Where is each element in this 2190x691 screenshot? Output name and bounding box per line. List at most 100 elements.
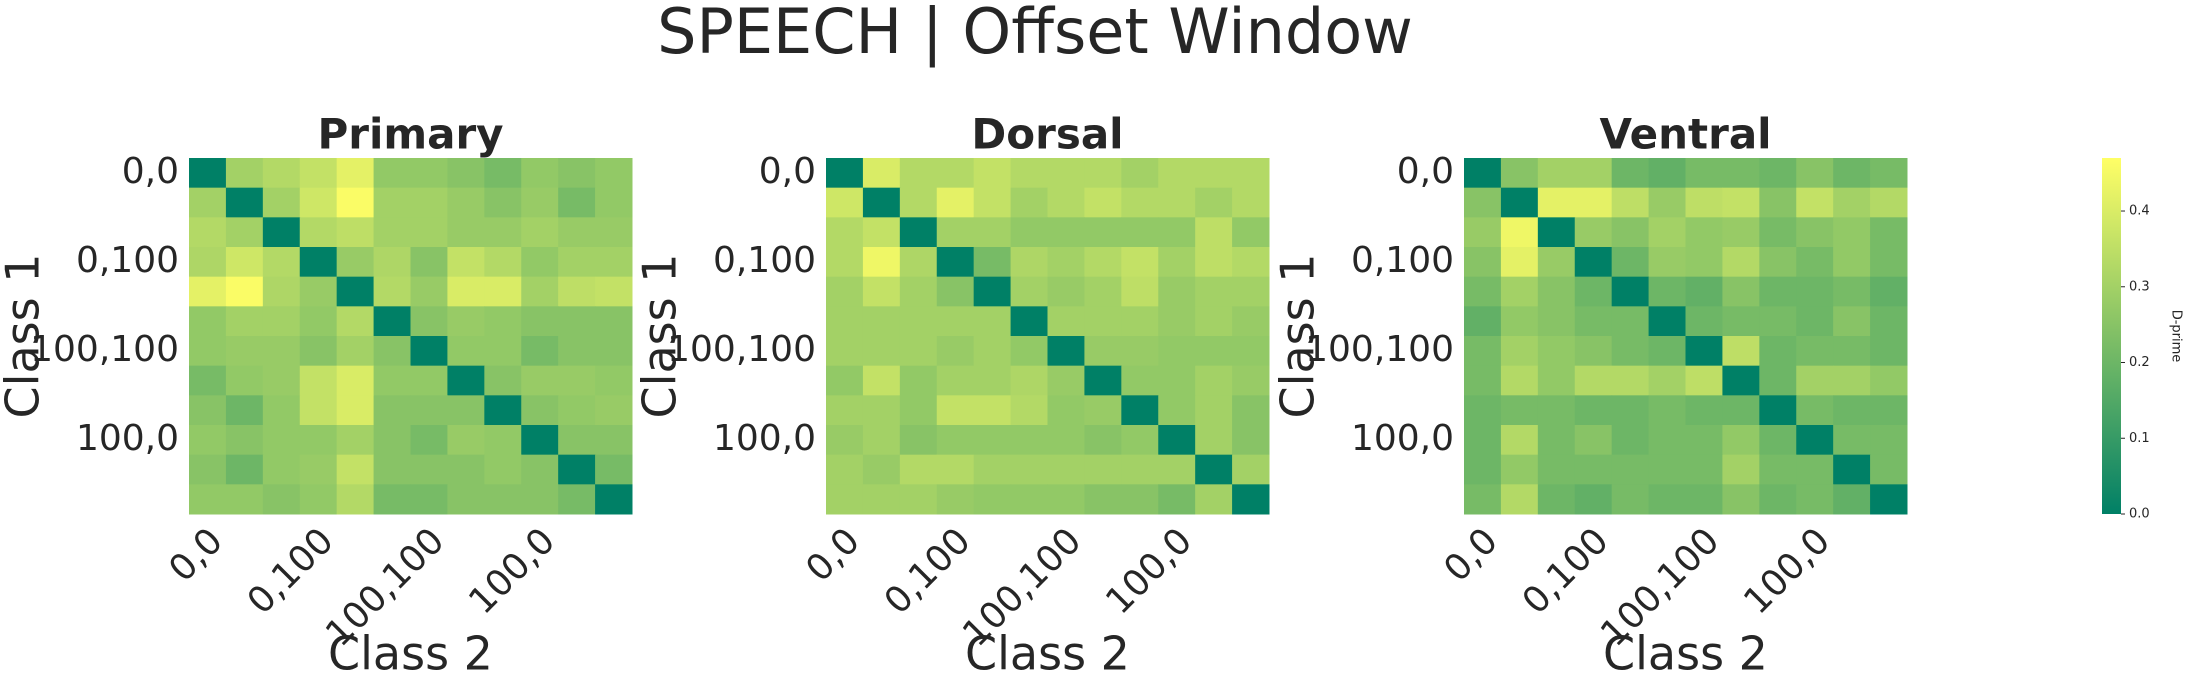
heatmap-cell — [1574, 276, 1613, 307]
heatmap-cell — [447, 395, 485, 426]
x-tick-label: 0,0 — [1436, 520, 1505, 589]
heatmap-cell — [1464, 217, 1502, 248]
heatmap-cell — [484, 484, 522, 515]
heatmap-cell — [521, 425, 559, 456]
heatmap-cell — [225, 276, 264, 307]
y-tick-label: 100,100 — [1305, 329, 1454, 370]
heatmap-cell — [826, 484, 864, 515]
heatmap-cell — [262, 336, 301, 367]
heatmap-cell — [1010, 276, 1048, 307]
heatmap-cell — [484, 395, 522, 426]
heatmap-cell — [973, 306, 1012, 337]
heatmap-cell — [1611, 276, 1650, 307]
heatmap-cell — [1158, 484, 1196, 515]
heatmap-cell — [1685, 187, 1723, 218]
heatmap-cell — [1722, 336, 1760, 367]
heatmap-cell — [1833, 158, 1871, 189]
heatmap-cell — [936, 425, 975, 456]
heatmap-cell — [1537, 247, 1576, 278]
heatmap-cell — [1158, 365, 1196, 396]
heatmap-cell — [558, 365, 596, 396]
heatmap-cell — [1574, 365, 1613, 396]
heatmap-cell — [1796, 365, 1834, 396]
heatmap-cell — [826, 336, 864, 367]
heatmap-cell — [336, 336, 375, 367]
heatmap-cell — [225, 395, 264, 426]
heatmap-cell — [447, 247, 485, 278]
colorbar — [2102, 158, 2121, 514]
heatmap-cell — [862, 217, 901, 248]
heatmap-cell — [1870, 306, 1908, 337]
heatmap-cell — [1537, 484, 1576, 515]
heatmap-cell — [1232, 365, 1270, 396]
heatmap-cell — [521, 158, 559, 189]
heatmap-cell — [1464, 425, 1502, 456]
heatmap-cell — [826, 217, 864, 248]
heatmap-cell — [558, 306, 596, 337]
heatmap-cell — [1685, 336, 1723, 367]
heatmap-cell — [521, 395, 559, 426]
heatmap-cell — [973, 187, 1012, 218]
heatmap-cell — [1870, 247, 1908, 278]
heatmap-cell — [973, 247, 1012, 278]
heatmap-cell — [936, 247, 975, 278]
heatmap-cell — [558, 158, 596, 189]
heatmap-cell — [299, 484, 338, 515]
heatmap-cell — [1084, 158, 1122, 189]
heatmap-cell — [1195, 247, 1233, 278]
heatmap-cell — [1759, 247, 1797, 278]
heatmap-cell — [299, 454, 338, 485]
heatmap-cell — [1796, 336, 1834, 367]
heatmap-cell — [1464, 158, 1502, 189]
heatmap-cell — [1870, 158, 1908, 189]
heatmap-cell — [1500, 336, 1539, 367]
heatmap-cell — [447, 276, 485, 307]
heatmap-cell — [595, 484, 633, 515]
heatmap-cell — [189, 158, 227, 189]
heatmap-cell — [225, 484, 264, 515]
heatmap-cell — [189, 454, 227, 485]
heatmap-cell — [1833, 306, 1871, 337]
heatmap-cell — [1759, 187, 1797, 218]
heatmap-cell — [1722, 395, 1760, 426]
heatmap-cell — [1833, 395, 1871, 426]
heatmap-cell — [973, 484, 1012, 515]
heatmap-cell — [1759, 454, 1797, 485]
y-axis-label: Class 1 — [0, 254, 50, 419]
heatmap-cell — [899, 276, 938, 307]
heatmap-cell — [973, 454, 1012, 485]
heatmap-cell — [1158, 395, 1196, 426]
heatmap-cell — [225, 425, 264, 456]
heatmap-cell — [1611, 365, 1650, 396]
heatmap-cell — [1010, 306, 1048, 337]
heatmap-cell — [1464, 395, 1502, 426]
y-tick-label: 100,0 — [1351, 418, 1454, 459]
heatmap-cell — [1611, 306, 1650, 337]
y-tick-label: 0,0 — [759, 151, 816, 192]
heatmap-cell — [1537, 158, 1576, 189]
heatmap-cell — [225, 158, 264, 189]
heatmap-cell — [262, 158, 301, 189]
heatmap-cell — [1047, 247, 1085, 278]
heatmap-cell — [336, 454, 375, 485]
heatmap-cell — [1500, 395, 1539, 426]
heatmap-cell — [1195, 306, 1233, 337]
heatmap-cell — [1648, 217, 1686, 248]
heatmap-cell — [447, 454, 485, 485]
heatmap-cell — [1121, 365, 1159, 396]
heatmap-cell — [1870, 276, 1908, 307]
y-tick-label: 100,0 — [713, 418, 816, 459]
heatmap-cell — [1722, 217, 1760, 248]
heatmap-cell — [1648, 484, 1686, 515]
heatmap-cell — [1685, 365, 1723, 396]
heatmap-cell — [973, 365, 1012, 396]
heatmap-cell — [410, 395, 448, 426]
heatmap-cell — [1759, 217, 1797, 248]
heatmap-cell — [1722, 365, 1760, 396]
heatmap-cell — [1121, 306, 1159, 337]
heatmap-cell — [1537, 306, 1576, 337]
heatmap-cell — [862, 425, 901, 456]
heatmap-cell — [1648, 425, 1686, 456]
heatmap-cell — [862, 336, 901, 367]
